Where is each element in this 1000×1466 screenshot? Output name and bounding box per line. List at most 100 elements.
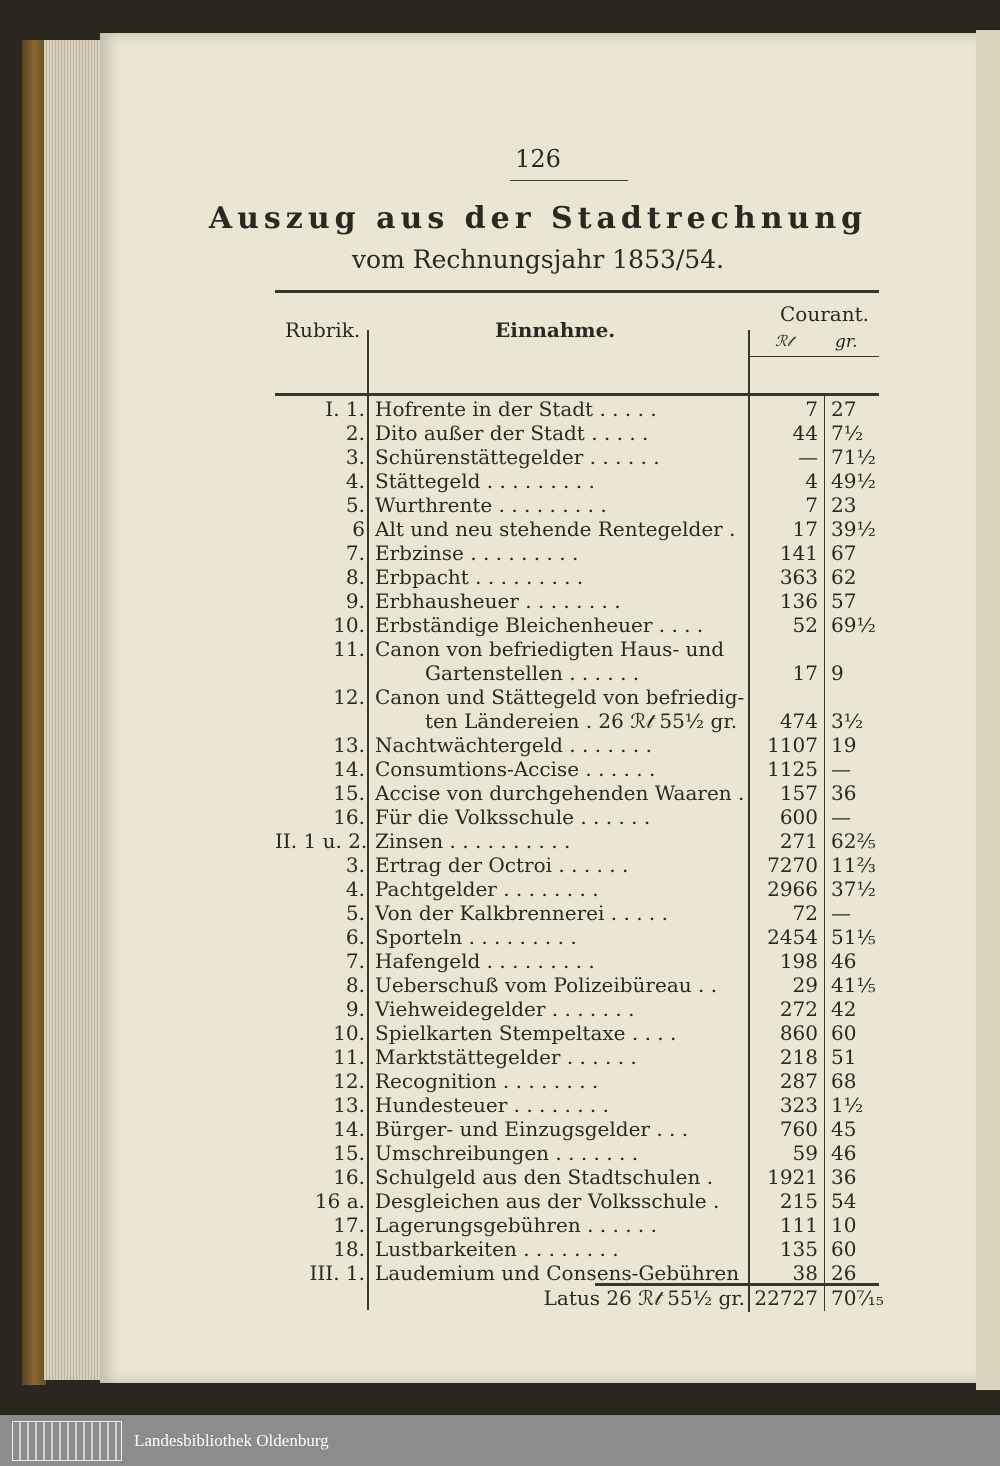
table-row: 8. Erbpacht . . . . . . . . . 363 62: [275, 565, 879, 589]
table-row: 15. Umschreibungen . . . . . . . 59 46: [275, 1141, 879, 1165]
rubric-cell: 7.: [345, 541, 365, 565]
description-cell: Erbzinse . . . . . . . . .: [375, 541, 579, 565]
book-page: 126 Auszug aus der Stadtrechnung vom Rec…: [100, 33, 976, 1383]
table-row: 16. Für die Volksschule . . . . . . 600 —: [275, 805, 879, 829]
rubric-cell: II. 1 u. 2.: [275, 829, 368, 853]
groschen-cell: 37½: [831, 877, 876, 901]
groschen-cell: 36: [831, 1165, 857, 1189]
table-row: 2. Dito außer der Stadt . . . . . 44 7½: [275, 421, 879, 445]
description-cell: Hundesteuer . . . . . . . .: [375, 1093, 609, 1117]
rubric-cell: 13.: [333, 733, 365, 757]
table-row: 7. Erbzinse . . . . . . . . . 141 67: [275, 541, 879, 565]
rubric-cell: 10.: [333, 613, 365, 637]
description-cell: Laudemium und Consens-Gebühren: [375, 1261, 740, 1285]
thaler-cell: 272: [779, 997, 818, 1021]
page-number-rule: [510, 180, 628, 181]
table-row: 10. Spielkarten Stempeltaxe . . . . 860 60: [275, 1021, 879, 1045]
thaler-cell: 215: [779, 1189, 818, 1213]
table-row: I. 1. Hofrente in der Stadt . . . . . 7 27: [275, 397, 879, 421]
groschen-cell: 3½: [831, 709, 864, 733]
total-groschen: 70⁷⁄₁₅: [831, 1286, 884, 1310]
table-row: 9. Viehweidegelder . . . . . . . 272 42: [275, 997, 879, 1021]
table-row: 13. Hundesteuer . . . . . . . . 323 1½: [275, 1093, 879, 1117]
rubric-cell: 8.: [345, 973, 365, 997]
thaler-cell: 157: [779, 781, 818, 805]
description-cell: Erbpacht . . . . . . . . .: [375, 565, 584, 589]
rubric-cell: 2.: [345, 421, 365, 445]
thaler-cell: 2454: [767, 925, 818, 949]
page-subtitle: vom Rechnungsjahr 1853/54.: [351, 245, 725, 274]
groschen-cell: 1½: [831, 1093, 864, 1117]
table-row: ten Ländereien . 26 ℛ𝓉 55½ gr. 474 3½: [275, 709, 879, 733]
header-thaler: ℛ𝓉: [775, 332, 793, 350]
page-number: 126: [515, 145, 561, 173]
table-row: 12. Canon und Stättegeld von befriedig-: [275, 685, 879, 709]
rubric-cell: 12.: [333, 1069, 365, 1093]
description-cell: Lagerungsgebühren . . . . . .: [375, 1213, 658, 1237]
description-cell: Von der Kalkbrennerei . . . . .: [375, 901, 668, 925]
rubric-cell: 3.: [345, 853, 365, 877]
description-cell: Umschreibungen . . . . . . .: [375, 1141, 639, 1165]
description-cell: Consumtions-Accise . . . . . .: [375, 757, 656, 781]
rubric-cell: 8.: [345, 565, 365, 589]
rubric-cell: 14.: [333, 757, 365, 781]
description-cell: Canon von befriedigten Haus- und: [375, 637, 725, 661]
description-cell: Desgleichen aus der Volksschule .: [375, 1189, 720, 1213]
groschen-cell: 7½: [831, 421, 864, 445]
description-cell: Spielkarten Stempeltaxe . . . .: [375, 1021, 677, 1045]
table-row: 4. Stättegeld . . . . . . . . . 4 49½: [275, 469, 879, 493]
rubric-cell: 14.: [333, 1117, 365, 1141]
groschen-cell: 11⅔: [831, 853, 876, 877]
rubric-cell: 5.: [345, 493, 365, 517]
description-cell: Erbhausheuer . . . . . . . .: [375, 589, 621, 613]
table-row: 7. Hafengeld . . . . . . . . . 198 46: [275, 949, 879, 973]
groschen-cell: 62: [831, 565, 857, 589]
thaler-cell: 72: [792, 901, 818, 925]
thaler-cell: 600: [779, 805, 818, 829]
table-row: 14. Consumtions-Accise . . . . . . 1125 —: [275, 757, 879, 781]
header-rubrik: Rubrik.: [285, 318, 361, 342]
table-row: 12. Recognition . . . . . . . . 287 68: [275, 1069, 879, 1093]
description-cell: Erbständige Bleichenheuer . . . .: [375, 613, 704, 637]
rubric-cell: 5.: [345, 901, 365, 925]
table-row: Gartenstellen . . . . . . 17 9: [275, 661, 879, 685]
rubric-cell: 12.: [333, 685, 365, 709]
description-cell: Sporteln . . . . . . . . .: [375, 925, 577, 949]
description-cell: Ueberschuß vom Polizeibüreau . .: [375, 973, 718, 997]
table-row: 13. Nachtwächtergeld . . . . . . . 1107 19: [275, 733, 879, 757]
description-cell: Wurthrente . . . . . . . . .: [375, 493, 607, 517]
rubric-cell: 9.: [345, 997, 365, 1021]
thaler-cell: 1125: [767, 757, 818, 781]
table-top-rule: [275, 290, 879, 293]
thaler-cell: 141: [779, 541, 818, 565]
thaler-cell: 1107: [767, 733, 818, 757]
description-cell: Schürenstättegelder . . . . . .: [375, 445, 660, 469]
thaler-cell: 17: [792, 517, 818, 541]
rubric-cell: 16 a.: [314, 1189, 365, 1213]
description-cell: Marktstättegelder . . . . . .: [375, 1045, 637, 1069]
thaler-cell: 7270: [767, 853, 818, 877]
thaler-cell: 17: [792, 661, 818, 685]
table-row: 8. Ueberschuß vom Polizeibüreau . . 29 41⅕: [275, 973, 879, 997]
rubric-cell: 6: [352, 517, 365, 541]
description-cell: Recognition . . . . . . . .: [375, 1069, 599, 1093]
table-row: 11. Canon von befriedigten Haus- und: [275, 637, 879, 661]
rubric-cell: 6.: [345, 925, 365, 949]
groschen-cell: 49½: [831, 469, 876, 493]
groschen-cell: 27: [831, 397, 857, 421]
total-rule: [595, 1283, 879, 1286]
courant-subrule: [750, 356, 879, 357]
page-title: Auszug aus der Stadtrechnung: [208, 201, 868, 236]
einnahme-divider: [748, 330, 750, 1312]
thaler-cell: 29: [792, 973, 818, 997]
groschen-cell: 23: [831, 493, 857, 517]
thaler-cell: 198: [779, 949, 818, 973]
groschen-cell: 67: [831, 541, 857, 565]
table-row: 6. Sporteln . . . . . . . . . 2454 51⅕: [275, 925, 879, 949]
page-edges: [44, 40, 104, 1380]
groschen-cell: 46: [831, 949, 857, 973]
thaler-cell: 363: [779, 565, 818, 589]
rubric-cell: 18.: [333, 1237, 365, 1261]
rubric-cell: 11.: [333, 1045, 365, 1069]
thaler-cell: 7: [805, 493, 818, 517]
